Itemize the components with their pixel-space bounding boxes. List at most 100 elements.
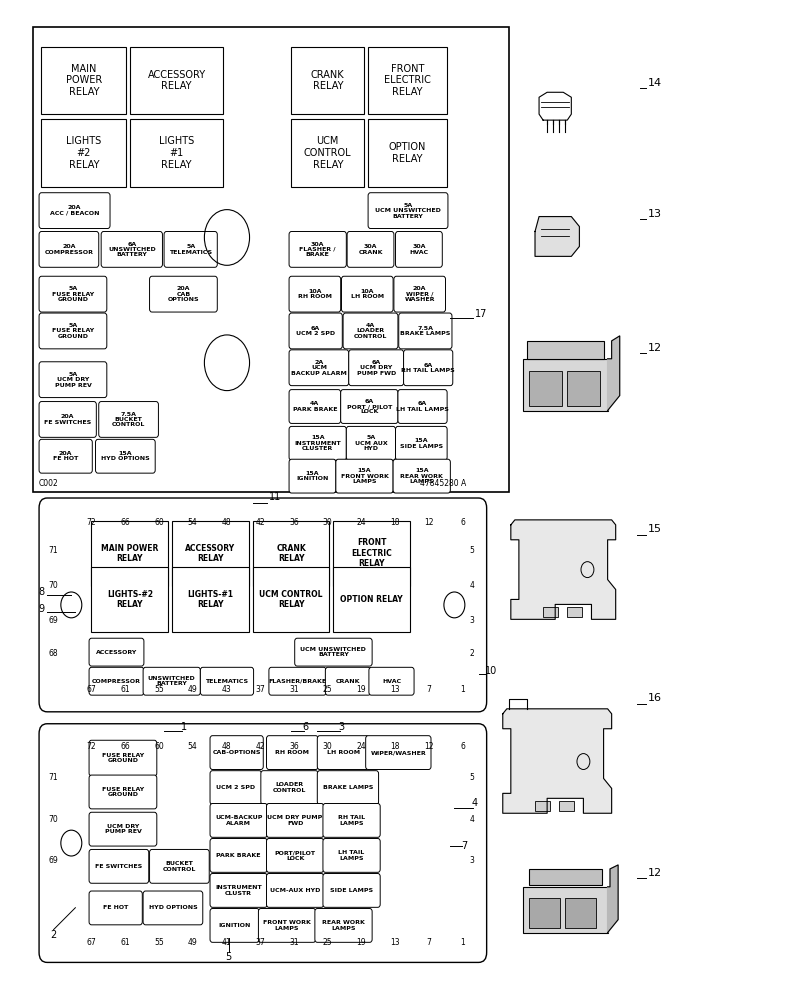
Text: LH TAIL
LAMPS: LH TAIL LAMPS [338, 850, 364, 861]
FancyBboxPatch shape [289, 390, 341, 423]
Text: 6A
UNSWITCHED
BATTERY: 6A UNSWITCHED BATTERY [108, 241, 156, 257]
Text: PORT/PILOT
LOCK: PORT/PILOT LOCK [274, 850, 315, 861]
FancyBboxPatch shape [39, 402, 97, 437]
FancyBboxPatch shape [336, 459, 393, 493]
FancyBboxPatch shape [210, 874, 267, 907]
Text: 25: 25 [322, 938, 332, 947]
FancyBboxPatch shape [39, 232, 99, 267]
Text: RH TAIL
LAMPS: RH TAIL LAMPS [337, 815, 365, 826]
Text: 9: 9 [39, 604, 45, 614]
Text: 5: 5 [469, 546, 474, 555]
Text: 16: 16 [647, 693, 661, 703]
Text: 20A
FE HOT: 20A FE HOT [53, 451, 78, 461]
Text: 15: 15 [647, 524, 661, 534]
FancyBboxPatch shape [289, 232, 346, 267]
FancyBboxPatch shape [260, 771, 318, 804]
Text: 15A
HYD OPTIONS: 15A HYD OPTIONS [101, 451, 149, 461]
FancyBboxPatch shape [333, 567, 410, 632]
FancyBboxPatch shape [39, 439, 92, 473]
FancyBboxPatch shape [130, 119, 223, 187]
Text: 1: 1 [460, 685, 464, 694]
FancyBboxPatch shape [323, 874, 380, 907]
FancyBboxPatch shape [564, 898, 594, 928]
Text: CRANK
RELAY: CRANK RELAY [311, 70, 344, 91]
FancyBboxPatch shape [367, 193, 448, 229]
Text: 60: 60 [154, 518, 164, 527]
Text: RH ROOM: RH ROOM [275, 750, 309, 755]
Text: PARK BRAKE: PARK BRAKE [217, 853, 260, 858]
Text: 69: 69 [49, 856, 58, 865]
Text: 25: 25 [322, 685, 332, 694]
Text: UCM UNSWITCHED
BATTERY: UCM UNSWITCHED BATTERY [300, 647, 366, 657]
Text: 3: 3 [469, 616, 474, 625]
Text: 72: 72 [87, 742, 97, 751]
Text: HYD OPTIONS: HYD OPTIONS [148, 905, 197, 910]
Text: CRANK
RELAY: CRANK RELAY [276, 544, 306, 563]
Text: 31: 31 [289, 685, 298, 694]
Text: 2: 2 [50, 930, 57, 940]
FancyBboxPatch shape [89, 812, 157, 846]
Text: 66: 66 [120, 518, 130, 527]
Text: 30: 30 [322, 518, 332, 527]
Polygon shape [534, 217, 579, 256]
Text: 5: 5 [225, 952, 231, 962]
Text: 14: 14 [647, 78, 661, 88]
Text: 7: 7 [461, 841, 466, 851]
FancyBboxPatch shape [130, 47, 223, 114]
Text: 37: 37 [255, 938, 264, 947]
Text: 71: 71 [49, 773, 58, 782]
FancyBboxPatch shape [534, 801, 549, 811]
FancyBboxPatch shape [522, 887, 607, 933]
FancyBboxPatch shape [567, 371, 599, 406]
Text: 4A
LOADER
CONTROL: 4A LOADER CONTROL [354, 323, 387, 339]
FancyBboxPatch shape [172, 567, 248, 632]
FancyBboxPatch shape [529, 898, 560, 928]
Text: CRANK: CRANK [335, 679, 360, 684]
Text: 12: 12 [423, 742, 433, 751]
FancyBboxPatch shape [529, 869, 601, 885]
Text: SIDE LAMPS: SIDE LAMPS [329, 888, 373, 893]
Text: 36: 36 [289, 518, 298, 527]
Text: FE SWITCHES: FE SWITCHES [95, 864, 143, 869]
FancyBboxPatch shape [41, 47, 126, 114]
Text: 6: 6 [460, 742, 465, 751]
FancyBboxPatch shape [403, 350, 453, 386]
Text: 55: 55 [154, 685, 164, 694]
FancyBboxPatch shape [291, 47, 363, 114]
Polygon shape [502, 709, 611, 813]
FancyBboxPatch shape [252, 567, 329, 632]
FancyBboxPatch shape [289, 313, 342, 349]
Text: 7.5A
BRAKE LAMPS: 7.5A BRAKE LAMPS [400, 326, 450, 336]
Text: 18: 18 [390, 742, 399, 751]
Text: 54: 54 [187, 742, 197, 751]
Text: 49: 49 [187, 685, 197, 694]
FancyBboxPatch shape [395, 426, 447, 460]
Polygon shape [607, 865, 617, 933]
Text: 47845280 A: 47845280 A [420, 479, 466, 488]
Text: FLASHER/BRAKE: FLASHER/BRAKE [268, 679, 326, 684]
Text: 12: 12 [647, 343, 661, 353]
Text: UCM CONTROL
RELAY: UCM CONTROL RELAY [259, 590, 323, 609]
Text: 15A
INSTRUMENT
CLUSTER: 15A INSTRUMENT CLUSTER [294, 435, 341, 451]
Text: UCM DRY PUMP
FWD: UCM DRY PUMP FWD [267, 815, 322, 826]
FancyBboxPatch shape [348, 350, 403, 386]
Text: 5A
FUSE RELAY
GROUND: 5A FUSE RELAY GROUND [52, 286, 94, 302]
Text: 48: 48 [221, 742, 231, 751]
FancyBboxPatch shape [39, 724, 486, 962]
FancyBboxPatch shape [289, 459, 336, 493]
Text: 19: 19 [356, 938, 366, 947]
FancyBboxPatch shape [323, 804, 380, 837]
FancyBboxPatch shape [258, 909, 315, 942]
Text: 6A
LH TAIL LAMPS: 6A LH TAIL LAMPS [396, 401, 448, 412]
FancyBboxPatch shape [289, 426, 346, 460]
FancyBboxPatch shape [143, 891, 203, 925]
Text: 20A
COMPRESSOR: 20A COMPRESSOR [45, 244, 93, 255]
FancyBboxPatch shape [323, 839, 380, 872]
Text: 20A
WIPER /
WASHER: 20A WIPER / WASHER [404, 286, 435, 302]
Text: 4: 4 [469, 815, 474, 824]
Text: 30: 30 [322, 742, 332, 751]
FancyBboxPatch shape [333, 521, 410, 586]
Text: 5A
UCM DRY
PUMP REV: 5A UCM DRY PUMP REV [54, 372, 92, 388]
Text: 8: 8 [39, 587, 45, 597]
Text: 10A
RH ROOM: 10A RH ROOM [298, 289, 332, 299]
